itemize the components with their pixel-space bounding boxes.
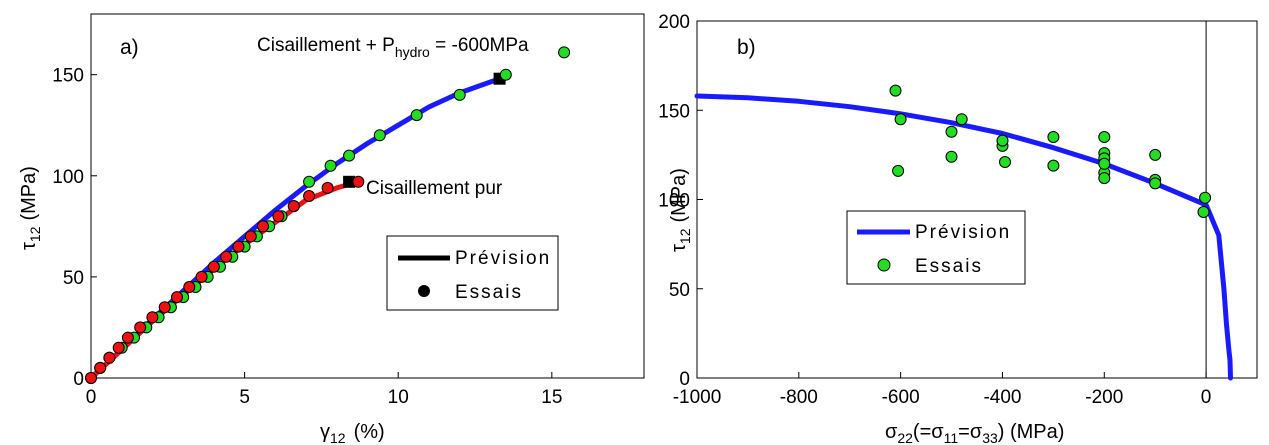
x-tick-label-b-3: -400 [983, 387, 1021, 408]
data-point-b-green-10 [1047, 159, 1060, 172]
data-point-b-green-0 [889, 84, 902, 97]
legend-marker-label-b: Essais [915, 256, 983, 277]
y-tick-label-b-4: 200 [658, 12, 690, 33]
y-tick-label-a-1: 50 [63, 268, 84, 289]
series-b [694, 21, 1233, 381]
x-tick-label-b-1: -800 [780, 387, 818, 408]
legend-box-b [846, 210, 1026, 285]
data-point-a-red-7 [158, 301, 171, 314]
data-point-a-red-0 [85, 372, 97, 384]
data-point-a-red-15 [257, 220, 269, 233]
x-tick-label-a-2: 10 [388, 387, 409, 408]
y-tick-label-a-2: 100 [52, 167, 84, 188]
data-point-a-red-2 [103, 351, 116, 364]
x-tick-label-a-3: 15 [541, 387, 562, 408]
data-point-a-red-20 [352, 175, 365, 188]
data-point-a-green-20 [343, 149, 356, 162]
data-point-a-green-23 [453, 88, 466, 101]
data-point-b-green-2 [894, 113, 907, 126]
x-tick-label-b-5: 0 [1201, 387, 1212, 408]
data-point-a-red-16 [272, 210, 285, 223]
data-point-b-green-8 [999, 156, 1011, 168]
data-point-b-green-3 [945, 125, 958, 138]
panel-label-a: a) [120, 36, 139, 59]
data-point-a-red-10 [195, 270, 208, 283]
data-point-a-red-9 [183, 281, 196, 293]
panel-label-b: b) [737, 36, 756, 59]
data-point-a-red-17 [287, 200, 300, 213]
data-point-b-green-11 [1098, 131, 1111, 143]
data-point-b-green-16 [1098, 157, 1111, 170]
y-tick-label-b-1: 50 [669, 280, 690, 301]
data-point-b-green-9 [1047, 131, 1060, 143]
data-point-a-red-13 [232, 240, 245, 253]
plot-frame-a [90, 13, 645, 379]
legend-marker-label-a: Essais [455, 282, 523, 303]
y-tick-label-a-3: 150 [52, 66, 84, 87]
data-point-a-red-4 [121, 331, 134, 344]
y-axis-title-b: τ12(MPa) [668, 168, 693, 252]
data-point-a-red-19 [321, 181, 334, 194]
data-point-a-red-12 [220, 250, 233, 263]
data-point-a-red-3 [112, 341, 125, 354]
data-point-b-green-7 [996, 134, 1009, 147]
y-tick-label-b-2: 100 [658, 191, 690, 212]
data-point-b-green-5 [955, 113, 968, 126]
series-line-a-blue [88, 76, 503, 381]
data-point-a-red-1 [94, 361, 107, 374]
data-point-b-green-21 [1199, 191, 1212, 204]
data-point-b-green-19 [1149, 177, 1162, 190]
data-point-a-red-5 [134, 321, 147, 334]
end-marker-a-1 [343, 175, 356, 188]
data-point-a-red-18 [303, 190, 316, 202]
data-point-a-green-18 [303, 175, 316, 188]
legend-box-a [386, 235, 559, 311]
y-axis-title-a: τ12(MPa) [18, 166, 43, 250]
data-point-b-green-1 [892, 164, 905, 177]
legend-marker-swatch-a [418, 285, 430, 297]
y-tick-label-a-0: 0 [73, 369, 84, 390]
data-point-b-green-15 [1098, 172, 1111, 185]
data-point-a-red-8 [171, 291, 183, 304]
data-point-a-red-11 [207, 260, 220, 273]
x-tick-label-b-2: -600 [882, 387, 920, 408]
data-point-b-green-20 [1197, 206, 1210, 218]
data-point-b-green-17 [1149, 148, 1162, 161]
annotation-pure-shear: Cisaillement pur [366, 178, 503, 199]
annotation-hydro: Cisaillement + Phydro = -600MPa [257, 35, 529, 60]
x-tick-label-a-1: 5 [239, 387, 250, 408]
axes-b: -1000 -800 -600 -400 -200 0 0 50 100 150 200 [658, 12, 1211, 408]
x-axis-title-a: γ12 (%) [320, 421, 385, 445]
legend-b: Prévision Essais [846, 210, 1026, 285]
data-point-a-green-24 [499, 68, 512, 81]
legend-line-label-b: Prévision [915, 222, 1011, 243]
panel-b: -1000 -800 -600 -400 -200 0 0 50 100 150 200 b) Pr… [658, 12, 1258, 445]
y-tick-label-b-0: 0 [679, 369, 690, 390]
series-line-a-red [88, 179, 361, 381]
data-point-a-green-25 [558, 46, 571, 59]
data-point-a-red-6 [146, 311, 159, 324]
x-tick-label-b-4: -200 [1085, 387, 1123, 408]
data-point-a-green-19 [324, 159, 337, 172]
x-tick-label-a-0: 0 [86, 387, 97, 408]
plot-frame-b [696, 20, 1258, 379]
y-tick-label-b-3: 150 [658, 101, 690, 122]
data-point-a-red-14 [244, 230, 257, 243]
legend-a: Prévision Essais [386, 235, 559, 311]
data-point-b-green-4 [945, 150, 958, 163]
legend-line-label-a: Prévision [455, 248, 551, 269]
x-tick-label-b-0: -1000 [673, 387, 722, 408]
data-point-a-green-22 [410, 109, 423, 122]
x-axis-title-b: σ22(=σ11=σ33) (MPa) [885, 421, 1064, 445]
series-a [85, 46, 571, 384]
data-point-a-green-21 [373, 129, 386, 142]
legend-marker-swatch-b [877, 258, 891, 272]
